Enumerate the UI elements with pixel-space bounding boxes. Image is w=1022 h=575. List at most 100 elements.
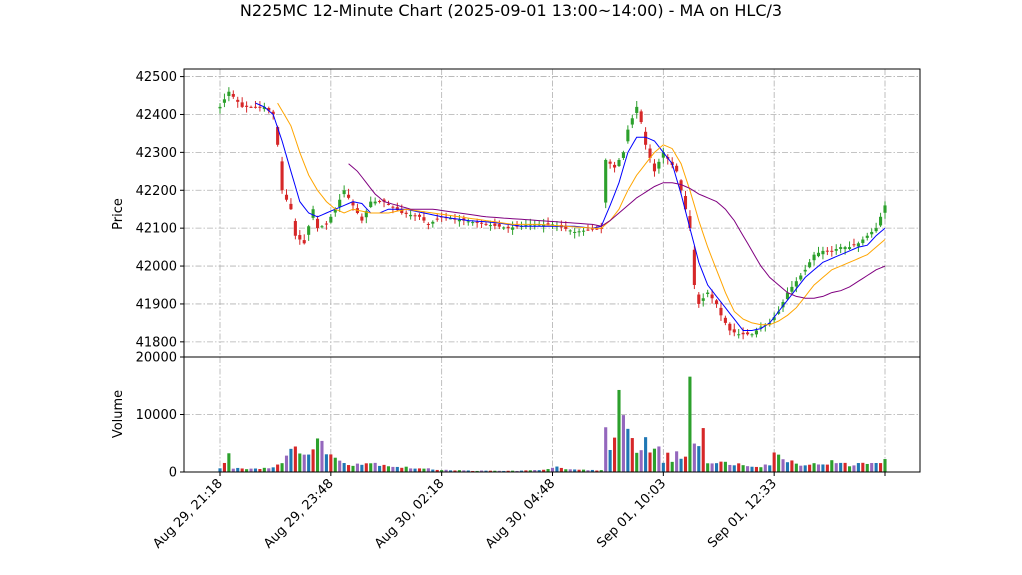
candle-body bbox=[245, 105, 249, 107]
candle-body bbox=[502, 227, 506, 229]
volume-bar bbox=[661, 462, 665, 472]
volume-bar bbox=[617, 389, 621, 472]
volume-bar bbox=[710, 463, 714, 472]
candle-body bbox=[369, 201, 373, 207]
candle-body bbox=[227, 91, 231, 96]
candle-body bbox=[812, 254, 816, 261]
volume-bar bbox=[772, 452, 776, 472]
candle-body bbox=[475, 221, 479, 223]
volume-bar bbox=[271, 467, 275, 472]
candle-body bbox=[315, 218, 320, 229]
volume-bar bbox=[763, 464, 767, 472]
candle-body bbox=[382, 199, 386, 202]
candle-body bbox=[639, 111, 643, 123]
volume-tick-label: 0 bbox=[169, 466, 177, 481]
candle-body bbox=[777, 311, 781, 314]
volume-bar bbox=[515, 470, 519, 472]
candle-body bbox=[484, 223, 488, 225]
candle-body bbox=[391, 206, 395, 208]
candle-body bbox=[386, 203, 391, 205]
volume-bar bbox=[542, 469, 546, 472]
candle-body bbox=[280, 161, 284, 191]
candle-body bbox=[737, 334, 741, 336]
volume-bar bbox=[679, 458, 683, 472]
x-tick-label: Sep 01, 10:03 bbox=[594, 476, 669, 551]
volume-bar bbox=[879, 463, 883, 472]
price-tick-label: 42500 bbox=[136, 70, 177, 85]
volume-bar bbox=[369, 463, 373, 472]
volume-bar bbox=[258, 469, 262, 472]
volume-bar bbox=[546, 469, 550, 472]
price-tick-label: 42200 bbox=[136, 184, 177, 199]
volume-bar bbox=[502, 470, 506, 472]
candle-body bbox=[333, 209, 337, 213]
candle-body bbox=[293, 221, 297, 236]
volume-bar bbox=[746, 466, 750, 472]
volume-bar bbox=[630, 438, 634, 472]
candle-body bbox=[741, 332, 745, 335]
candle-body bbox=[821, 250, 825, 255]
volume-bar bbox=[590, 469, 594, 472]
volume-bar bbox=[586, 470, 590, 472]
volume-bar bbox=[382, 464, 386, 472]
volume-bar bbox=[471, 470, 475, 472]
candle-body bbox=[697, 294, 701, 304]
candle-body bbox=[581, 230, 586, 232]
candle-body bbox=[568, 230, 572, 232]
volume-bar bbox=[280, 463, 284, 472]
price-tick-label: 42400 bbox=[136, 108, 177, 123]
volume-bar bbox=[568, 469, 572, 472]
candle-body bbox=[395, 207, 399, 211]
volume-bar bbox=[874, 463, 878, 472]
volume-bar bbox=[768, 465, 772, 472]
volume-bar bbox=[719, 461, 723, 472]
candle-body bbox=[222, 99, 226, 103]
price-tick-label: 42300 bbox=[136, 146, 177, 161]
volume-bar bbox=[648, 452, 652, 472]
volume-bar bbox=[825, 464, 829, 472]
candle-body bbox=[781, 302, 785, 308]
volume-bar bbox=[608, 449, 612, 472]
candle-body bbox=[852, 244, 856, 246]
volume-bar bbox=[267, 468, 271, 472]
x-tick-label: Sep 01, 12:33 bbox=[705, 476, 780, 551]
volume-bar bbox=[311, 449, 315, 472]
price-tick-label: 41800 bbox=[136, 335, 177, 350]
candle-body bbox=[874, 228, 878, 232]
volume-bar bbox=[675, 451, 679, 472]
candle-body bbox=[218, 106, 222, 109]
volume-bar bbox=[245, 469, 249, 472]
candle-body bbox=[276, 127, 280, 145]
price-tick-label: 42100 bbox=[136, 222, 177, 237]
candle-body bbox=[728, 323, 732, 331]
volume-panel: 0 10000 20000 bbox=[136, 351, 921, 481]
candle-body bbox=[240, 102, 244, 107]
candle-body bbox=[692, 249, 696, 285]
candle-body bbox=[657, 161, 661, 169]
volume-bar bbox=[626, 428, 630, 472]
volume-bar bbox=[253, 468, 258, 472]
volume-bar bbox=[324, 454, 328, 472]
volume-bar bbox=[741, 465, 745, 472]
candle-body bbox=[320, 226, 324, 228]
volume-bar bbox=[604, 427, 608, 472]
candle-body bbox=[564, 225, 568, 229]
candle-body bbox=[644, 131, 648, 145]
volume-bar bbox=[249, 468, 253, 472]
volume-bar bbox=[404, 466, 408, 472]
volume-bar bbox=[852, 465, 856, 472]
candle-body bbox=[431, 221, 435, 224]
candle-body bbox=[435, 218, 439, 220]
candle-body bbox=[480, 222, 484, 224]
candle-body bbox=[750, 334, 754, 336]
volume-bar bbox=[635, 452, 639, 472]
candle-body bbox=[710, 294, 714, 299]
candle-body bbox=[511, 227, 515, 230]
volume-bar bbox=[639, 450, 643, 472]
candle-body bbox=[732, 329, 736, 333]
volume-bar bbox=[728, 464, 732, 472]
candle-body bbox=[298, 235, 302, 240]
volume-bar bbox=[342, 463, 346, 472]
candle-body bbox=[404, 212, 408, 214]
candle-body bbox=[488, 225, 492, 227]
